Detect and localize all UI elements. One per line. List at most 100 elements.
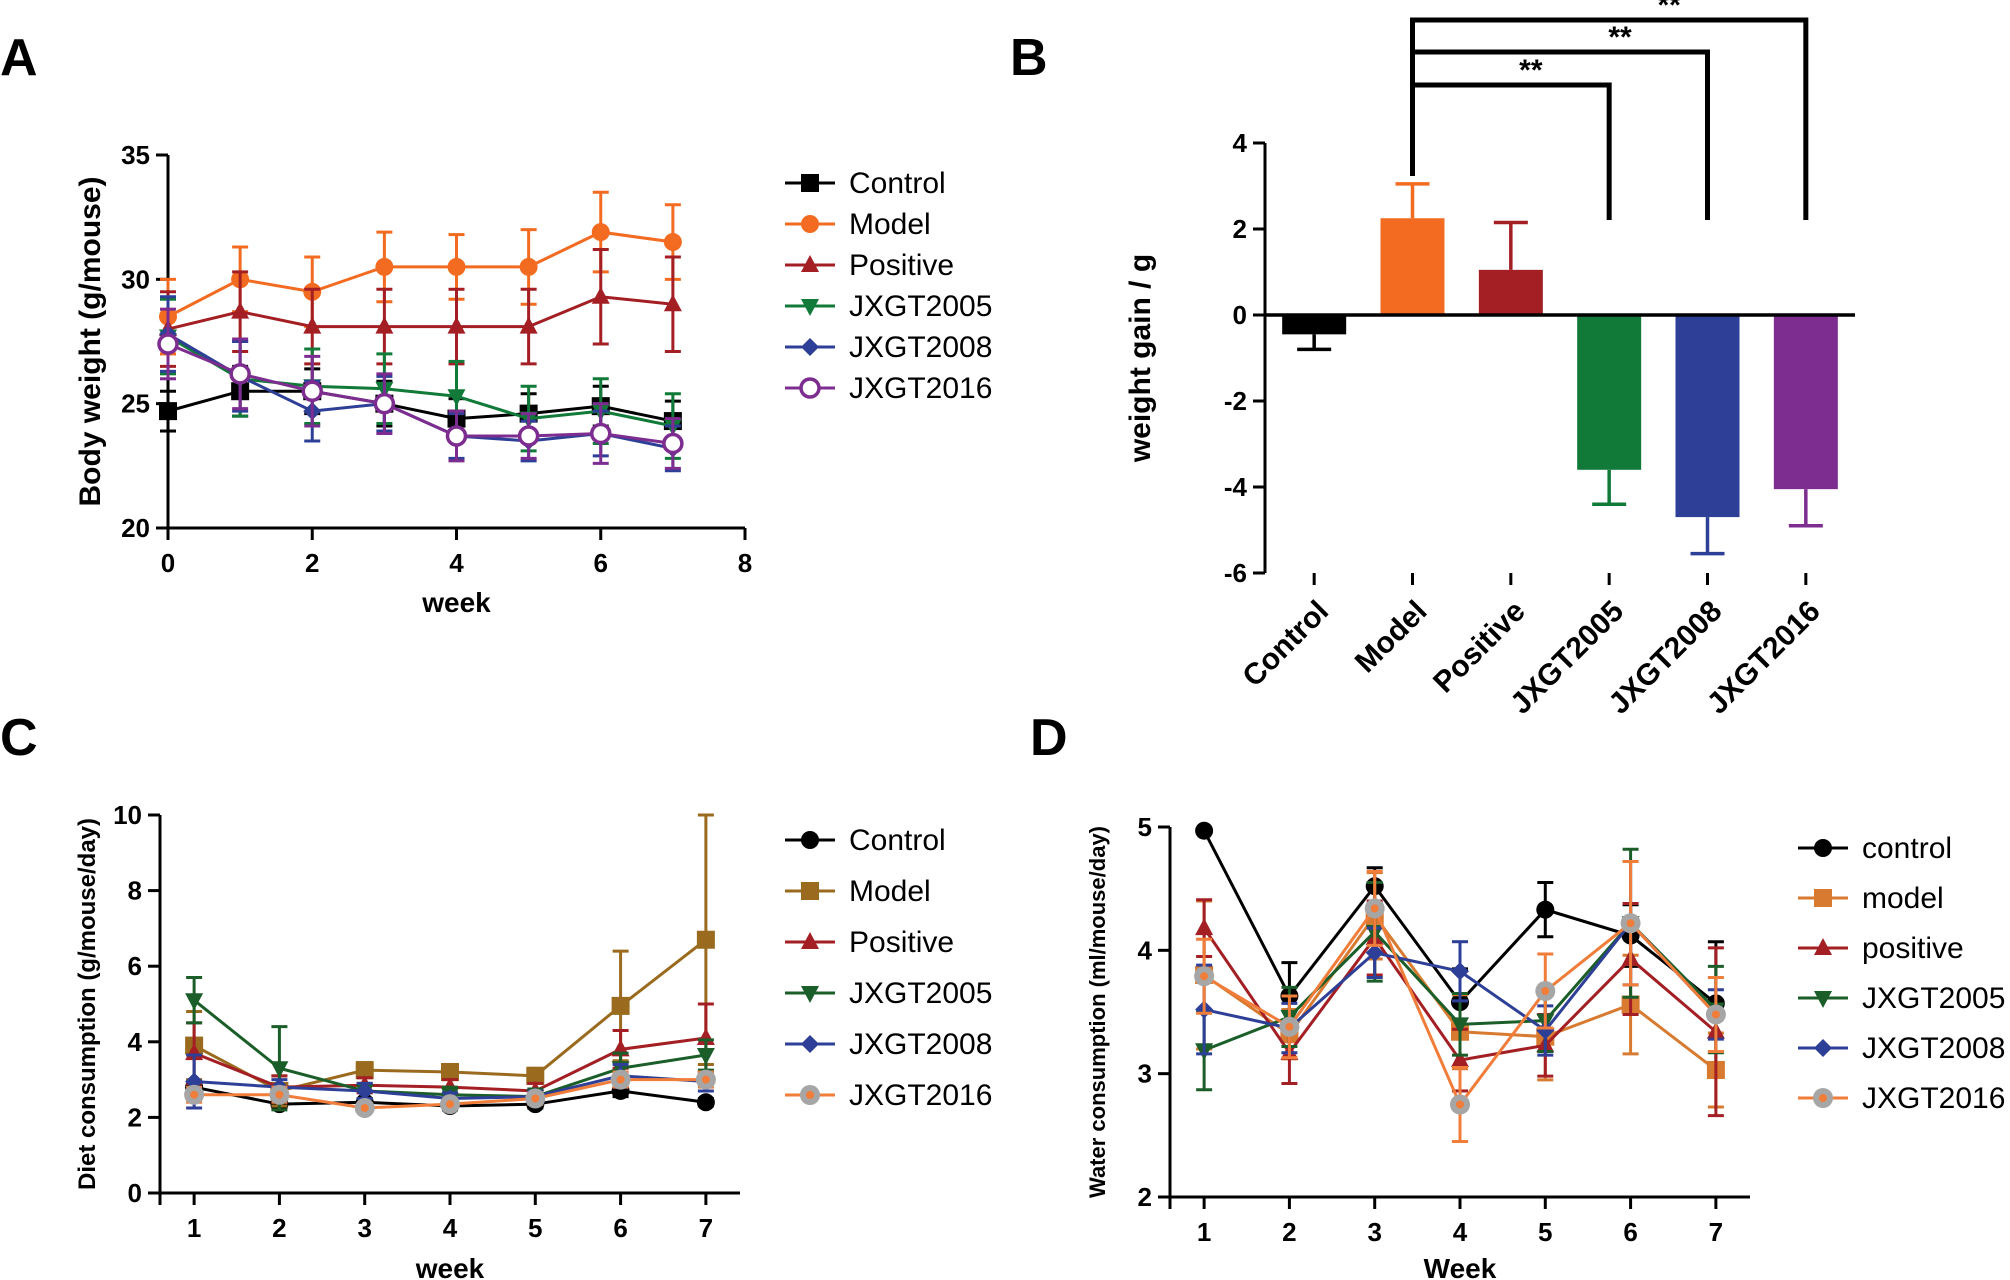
series-line (167, 230, 674, 318)
data-point (447, 316, 466, 334)
data-point-center (616, 1075, 625, 1084)
data-point (519, 257, 538, 276)
data-point-center (190, 1090, 199, 1099)
y-tick-label: 0 (1233, 300, 1247, 330)
legend-label: Model (849, 208, 931, 241)
y-tick-label: 6 (128, 951, 142, 981)
legend-marker (801, 215, 819, 233)
x-tick-label: 4 (1453, 1217, 1468, 1247)
data-point (611, 996, 630, 1015)
series-line (167, 389, 674, 423)
data-point (1451, 962, 1469, 981)
data-point (373, 392, 396, 415)
y-tick-label: 4 (128, 1027, 143, 1057)
y-tick-label: 10 (113, 800, 142, 830)
legend-label: JXGT2008 (849, 1028, 992, 1061)
y-tick-label: 5 (1138, 812, 1152, 842)
bar-JXGT2008 (1675, 315, 1740, 518)
data-point (159, 402, 177, 421)
data-point (355, 1081, 374, 1100)
series-line (167, 295, 674, 331)
data-point (231, 301, 250, 319)
y-tick-label: 4 (1233, 128, 1248, 158)
legend-label: Control (849, 167, 946, 200)
significance-bracket (1410, 49, 1710, 220)
legend-label: Positive (849, 926, 954, 959)
series-line (167, 342, 674, 445)
significance-label: ** (1519, 54, 1543, 87)
chart-body-weight: 20 25 30 35 0 2 4 6 8 week Body weight (g/mouse) Co… (74, 140, 992, 618)
data-point (301, 380, 323, 402)
data-point (1536, 900, 1555, 919)
chart-weight-gain: -6 -4 -2 0 2 4 weight gain / g Control ModelPosi… (1124, 0, 1855, 721)
x-tick-label: Model (1349, 595, 1434, 680)
y-axis-label: Diet consumption (g/mouse/day) (74, 818, 101, 1190)
legend-label: JXGT2005 (849, 290, 992, 323)
y-tick-label: 0 (128, 1178, 142, 1208)
legend-marker (1814, 991, 1832, 1008)
x-axis-label: week (415, 1253, 485, 1280)
series-line (167, 335, 674, 428)
x-tick-label: 6 (613, 1213, 627, 1243)
significance-bracket (1410, 82, 1612, 220)
data-point (663, 294, 682, 312)
data-point (591, 286, 610, 304)
legend-label: JXGT2005 (849, 977, 992, 1010)
legend-label: JXGT2016 (849, 1079, 992, 1112)
chart-water-consumption: 2 3 4 5 1 2 3 4 5 6 7 Week Water consumption (ml/mou… (1085, 812, 2005, 1280)
legend-label: JXGT2016 (849, 372, 992, 405)
data-point (1195, 821, 1214, 840)
data-point (157, 333, 179, 355)
y-tick-label: 2 (128, 1102, 142, 1132)
series-JXGT2016 (184, 1069, 716, 1118)
legend-marker (801, 882, 819, 900)
legend-marker (801, 255, 819, 272)
x-tick-label: Control (1236, 595, 1335, 694)
legend-label: JXGT2005 (1862, 982, 2005, 1015)
x-tick-label: 4 (449, 548, 464, 578)
y-tick-label: 4 (1138, 935, 1153, 965)
panel-label-d: D (1030, 709, 1068, 767)
legend-marker (1814, 938, 1832, 955)
legend-label: Model (849, 875, 931, 908)
y-tick-label: -6 (1224, 558, 1247, 588)
series-Model (185, 813, 715, 1108)
legend-marker (801, 932, 819, 949)
legend-label: Control (849, 824, 946, 857)
legend-label: JXGT2008 (1862, 1032, 2005, 1065)
x-axis-label: week (421, 587, 491, 618)
legend-marker (801, 1035, 819, 1053)
data-point (447, 389, 466, 407)
y-axis-label: Water consumption (ml/mouse/day) (1085, 826, 1110, 1198)
y-tick-label: 35 (121, 140, 150, 170)
legend-label: model (1862, 882, 1944, 915)
data-point (1195, 918, 1214, 936)
panel-label-b: B (1010, 29, 1048, 87)
legend-marker-center (806, 1091, 814, 1099)
y-tick-label: 3 (1138, 1059, 1152, 1089)
data-point (270, 1061, 289, 1079)
bar-Positive (1478, 269, 1543, 315)
data-point (355, 1061, 374, 1080)
legend-label: positive (1862, 932, 1964, 965)
data-point (526, 1066, 545, 1085)
data-point (519, 316, 538, 334)
x-tick-label: 8 (738, 548, 752, 578)
y-axis-label: weight gain / g (1124, 254, 1157, 463)
y-axis-label: Body weight (g/mouse) (74, 177, 107, 507)
data-point-center (1285, 1022, 1294, 1031)
y-tick-label: 25 (121, 389, 150, 419)
data-point (303, 316, 322, 334)
x-tick-label: 1 (187, 1213, 201, 1243)
x-tick-label: 7 (1709, 1217, 1723, 1247)
y-tick-label: -4 (1224, 472, 1248, 502)
y-tick-label: 2 (1138, 1182, 1152, 1212)
legend-marker (801, 174, 819, 192)
legend-marker (801, 831, 819, 849)
y-tick-label: 8 (128, 876, 142, 906)
x-tick-label: 1 (1197, 1217, 1211, 1247)
data-point (375, 257, 394, 276)
series-JXGT2016 (157, 307, 684, 470)
legend-marker (801, 986, 819, 1003)
